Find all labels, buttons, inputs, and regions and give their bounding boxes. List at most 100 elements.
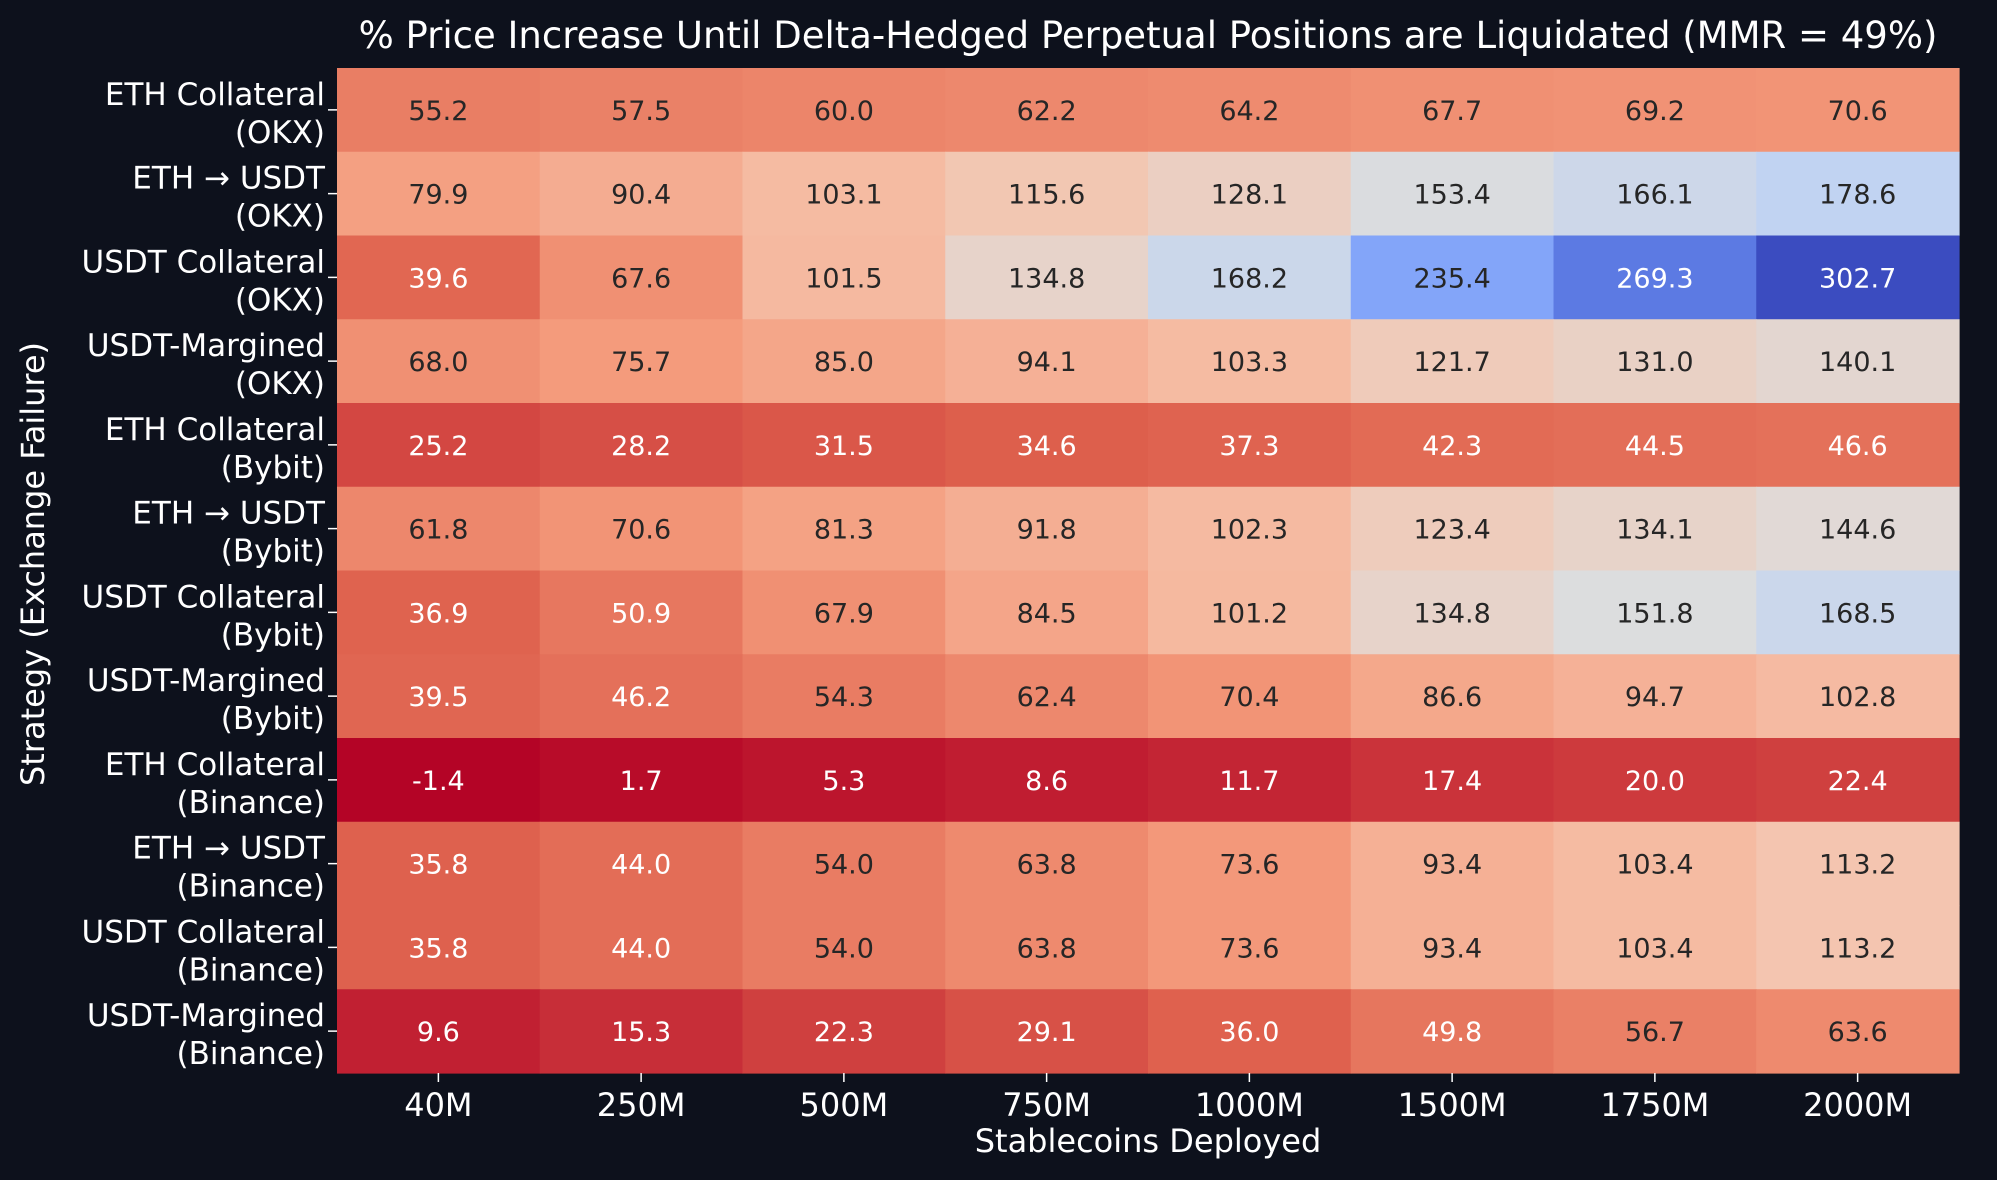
- x-tick-label: 750M: [1002, 1086, 1091, 1124]
- cell-value-label: 17.4: [1422, 766, 1482, 797]
- heatmap-cell: [337, 654, 541, 739]
- heatmap-cell: [1553, 486, 1757, 572]
- y-tick-label: USDT-Margined (OKX): [87, 328, 325, 402]
- cell-value-label: 113.2: [1819, 850, 1896, 881]
- heatmap-cell: [742, 989, 946, 1074]
- cell-value-label: 44.0: [611, 850, 671, 881]
- heatmap-cell: [945, 989, 1149, 1074]
- cell-value-label: 39.6: [408, 263, 468, 294]
- cell-value-label: 62.4: [1017, 682, 1077, 713]
- cell-value-label: 73.6: [1219, 933, 1279, 964]
- heatmap-cell: [1553, 654, 1757, 739]
- heatmap-cell: [539, 989, 744, 1074]
- cell-value-label: 5.3: [822, 766, 865, 797]
- cell-value-label: 37.3: [1219, 431, 1279, 462]
- y-tick-label: USDT-Margined (Binance): [87, 998, 325, 1072]
- heatmap-cell: [742, 654, 946, 739]
- heatmap-cell: [742, 403, 946, 488]
- heatmap-cell: [539, 68, 744, 153]
- heatmap-cell: [539, 905, 744, 990]
- cell-value-label: 70.6: [1828, 96, 1888, 127]
- cell-value-label: 20.0: [1625, 766, 1685, 797]
- cell-value-label: 68.0: [408, 347, 468, 378]
- heatmap-cell: [1350, 654, 1555, 739]
- heatmap-cell: [1148, 235, 1352, 320]
- heatmap-cell: [742, 68, 946, 153]
- cell-value-label: 85.0: [814, 347, 874, 378]
- cell-value-label: 90.4: [611, 180, 671, 211]
- cell-value-label: 35.8: [408, 933, 468, 964]
- cell-value-label: 91.8: [1017, 515, 1077, 546]
- x-tick-label: 1500M: [1398, 1086, 1507, 1124]
- cell-value-label: 22.3: [814, 1017, 874, 1048]
- cell-value-label: 11.7: [1219, 766, 1279, 797]
- cell-value-label: 62.2: [1017, 96, 1077, 127]
- cell-value-label: 235.4: [1413, 263, 1490, 294]
- heatmap-cell: [1148, 570, 1352, 655]
- y-tick-label: ETH Collateral (Binance): [105, 747, 325, 821]
- cell-value-label: 63.8: [1017, 933, 1077, 964]
- heatmap-cell: [1756, 738, 1960, 823]
- heatmap-cell: [742, 235, 946, 320]
- cell-value-label: 302.7: [1819, 263, 1896, 294]
- heatmap-cell: [1148, 738, 1352, 823]
- cell-value-label: 31.5: [814, 431, 874, 462]
- heatmap-cell: [337, 486, 541, 572]
- heatmap-cell: [1350, 235, 1555, 320]
- heatmap-cell: [1350, 68, 1555, 153]
- heatmap-cell: [539, 570, 744, 655]
- heatmap-cell: [539, 654, 744, 739]
- cell-value-label: 57.5: [611, 96, 671, 127]
- cell-value-label: 60.0: [814, 96, 874, 127]
- heatmap-cell: [742, 738, 946, 823]
- heatmap-cell: [337, 821, 541, 907]
- heatmap-cell: [1350, 989, 1555, 1074]
- x-tick-label: 40M: [404, 1086, 472, 1124]
- cell-value-label: 101.5: [805, 263, 882, 294]
- heatmap-cell: [945, 235, 1149, 320]
- heatmap-cell: [539, 738, 744, 823]
- heatmap-cell: [945, 821, 1149, 907]
- heatmap-cell: [337, 151, 541, 237]
- heatmap-cell: [1350, 486, 1555, 572]
- heatmap-cell: [1756, 151, 1960, 237]
- heatmap-cell: [742, 821, 946, 907]
- cell-value-label: 103.4: [1616, 850, 1693, 881]
- heatmap-cell: [945, 905, 1149, 990]
- cell-value-label: 36.0: [1219, 1017, 1279, 1048]
- cell-value-label: 115.6: [1008, 180, 1085, 211]
- y-axis-label: Strategy (Exchange Failure): [14, 342, 52, 786]
- heatmap-cell: [337, 403, 541, 488]
- heatmap-cell: [1553, 151, 1757, 237]
- cell-value-label: 73.6: [1219, 850, 1279, 881]
- cell-value-label: 166.1: [1616, 180, 1693, 211]
- heatmap-cell: [1350, 151, 1555, 237]
- cell-value-label: 54.3: [814, 682, 874, 713]
- heatmap-cell: [742, 151, 946, 237]
- x-tick-label: 250M: [597, 1086, 686, 1124]
- cell-value-label: 131.0: [1616, 347, 1693, 378]
- cell-value-label: 153.4: [1413, 180, 1490, 211]
- cell-value-label: 44.5: [1625, 431, 1685, 462]
- cell-value-label: 67.6: [611, 263, 671, 294]
- cell-value-label: 29.1: [1017, 1017, 1077, 1048]
- heatmap-cell: [539, 151, 744, 237]
- cell-value-label: 103.3: [1211, 347, 1288, 378]
- cell-value-label: 39.5: [408, 682, 468, 713]
- cell-value-label: 67.7: [1422, 96, 1482, 127]
- cell-value-label: 8.6: [1025, 766, 1068, 797]
- cell-value-label: 134.8: [1008, 263, 1085, 294]
- cell-value-label: 28.2: [611, 431, 671, 462]
- cell-value-label: 144.6: [1819, 515, 1896, 546]
- y-tick-label: ETH → USDT (Bybit): [132, 496, 326, 570]
- cell-value-label: 101.2: [1211, 598, 1288, 629]
- heatmap-cell: [1553, 403, 1757, 488]
- heatmap-cell: [1148, 989, 1352, 1074]
- heatmap-cell: [742, 319, 946, 404]
- cell-value-label: 50.9: [611, 598, 671, 629]
- cell-value-label: 9.6: [417, 1017, 460, 1048]
- cell-value-label: 25.2: [408, 431, 468, 462]
- cell-value-label: 84.5: [1017, 598, 1077, 629]
- heatmap-cell: [1350, 821, 1555, 907]
- y-tick-label: ETH Collateral (OKX): [105, 77, 325, 151]
